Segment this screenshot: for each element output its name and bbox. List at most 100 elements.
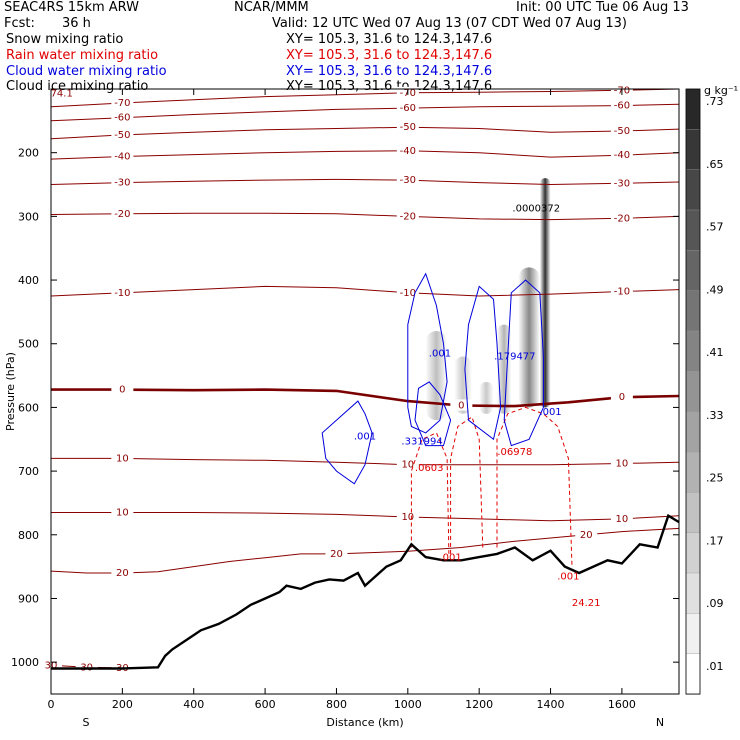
rain-water-contours (410, 406, 573, 567)
snow-shade-blob (454, 356, 473, 414)
field-name-snow: Snow mixing ratio (6, 32, 124, 47)
max-value-label: .0603 (415, 463, 444, 474)
colorbar-tick-label: .25 (706, 472, 724, 485)
contour-label-bg (610, 125, 633, 137)
max-value-label: .001 (354, 431, 376, 442)
y-tick-label: 1000 (11, 656, 39, 669)
colorbar-swatch (685, 371, 701, 413)
contour-label-bg (396, 102, 419, 114)
cloud-water-contour (464, 285, 502, 441)
colorbar-tick-label: .01 (706, 660, 724, 673)
contour-label-bg (111, 506, 134, 518)
field-xy-cloud-ice: XY= 105.3, 31.6 to 124.3,147.6 (286, 79, 493, 94)
contour-label: -60 (114, 113, 130, 124)
cloud-water-contour (321, 400, 373, 485)
model-title: SEAC4RS 15km ARW (4, 0, 140, 15)
contour-label: 10 (116, 508, 129, 519)
contour-label: -20 (614, 213, 630, 224)
max-value-label: .001 (557, 571, 579, 582)
contour-label: 10 (616, 458, 629, 469)
colorbar-swatch (685, 411, 701, 453)
contour-label: -10 (114, 288, 130, 299)
contour-label-bg (575, 528, 598, 540)
max-value-label: .0000372 (512, 203, 560, 214)
terrain-line (51, 513, 680, 670)
colorbar-tick-label: .41 (706, 346, 724, 359)
contour-label-bg (111, 567, 134, 578)
contour-label: -30 (614, 178, 630, 189)
colorbar-tick-label: .33 (706, 409, 724, 422)
cloud-water-contour (503, 279, 544, 447)
temperature-contour (50, 103, 680, 122)
colorbar-swatch (685, 169, 701, 211)
max-value-labels: 74.1 .0000372 .179477 .001 .001 .331994 .0603.… (51, 89, 601, 609)
temperature-contour (50, 212, 680, 221)
forecast-hours: 36 h (62, 16, 91, 31)
terrain-profile (51, 513, 680, 670)
y-tick-label: 400 (18, 274, 39, 287)
colorbar-swatch (685, 451, 701, 494)
contour-label-bg (75, 661, 98, 673)
rain-contour (450, 416, 484, 554)
contour-label-bg (111, 452, 134, 464)
contour-label-bg (111, 207, 134, 219)
colorbar-swatch (685, 532, 701, 574)
max-value-label: .331994 (401, 436, 442, 447)
x-tick-label: 1000 (394, 698, 422, 711)
colorbar-swatch (685, 572, 701, 615)
contour-label: -70 (114, 98, 130, 109)
contour-label-bg (610, 512, 633, 524)
contour-label-bg (111, 150, 134, 162)
temperature-contour (50, 285, 680, 297)
colorbar-tick-label: .73 (706, 95, 724, 108)
colorbar-tick-label: .09 (706, 597, 724, 610)
x-axis-label: Distance (km) (326, 716, 403, 729)
contour-label-bg (111, 128, 134, 140)
contour-label: -60 (400, 103, 416, 114)
max-value-label: .179477 (494, 352, 535, 363)
max-value-label: .001 (429, 348, 451, 359)
field-name-cloud-water: Cloud water mixing ratio (6, 64, 167, 79)
contour-label-bg (396, 286, 419, 298)
cloud-water-contour (407, 272, 448, 434)
max-value-label: .06978 (497, 447, 532, 458)
field-name-rain: Rain water mixing ratio (6, 48, 159, 63)
contour-label-bg (450, 399, 473, 411)
contour-label: 20 (580, 530, 593, 541)
colorbar-swatch (685, 653, 701, 695)
contour-label-bg (111, 111, 134, 123)
org-label: NCAR/MMM (234, 0, 309, 15)
contour-label: -40 (614, 150, 630, 161)
contour-label-bg (396, 121, 419, 133)
max-value-label: 24.21 (572, 598, 601, 609)
temperature-contour (50, 88, 680, 108)
contour-label: -20 (400, 211, 416, 222)
init-time: Init: 00 UTC Tue 06 Aug 13 (516, 0, 689, 15)
y-axis-label: Pressure (hPa) (4, 352, 17, 431)
x-tick-label: 1400 (537, 698, 565, 711)
temperature-contour (50, 150, 680, 160)
contour-label: 0 (119, 385, 125, 396)
contour-label: -60 (614, 101, 630, 112)
contour-label: 10 (116, 453, 129, 464)
contour-label-bg (610, 99, 633, 111)
contour-label-bg (396, 458, 419, 470)
temperature-contour (50, 178, 680, 186)
plot-frame (50, 88, 680, 695)
contour-label: -20 (114, 209, 130, 220)
y-tick-label: 700 (18, 465, 39, 478)
colorbar-frame (685, 88, 701, 695)
contour-label-bg (396, 174, 419, 186)
snow-shade-blob (539, 178, 551, 408)
contour-label-bg (610, 285, 633, 297)
y-tick-label: 300 (18, 210, 39, 223)
y-tick-label: 900 (18, 592, 39, 605)
max-value-label: 74.1 (51, 89, 73, 100)
colorbar-unit: g kg⁻¹ (704, 84, 738, 97)
max-value-label: .001 (539, 407, 561, 418)
colorbar-swatch (685, 613, 701, 655)
contour-label-bg (111, 176, 134, 188)
contour-label-bg (325, 547, 348, 559)
temperature-contour (51, 388, 680, 408)
